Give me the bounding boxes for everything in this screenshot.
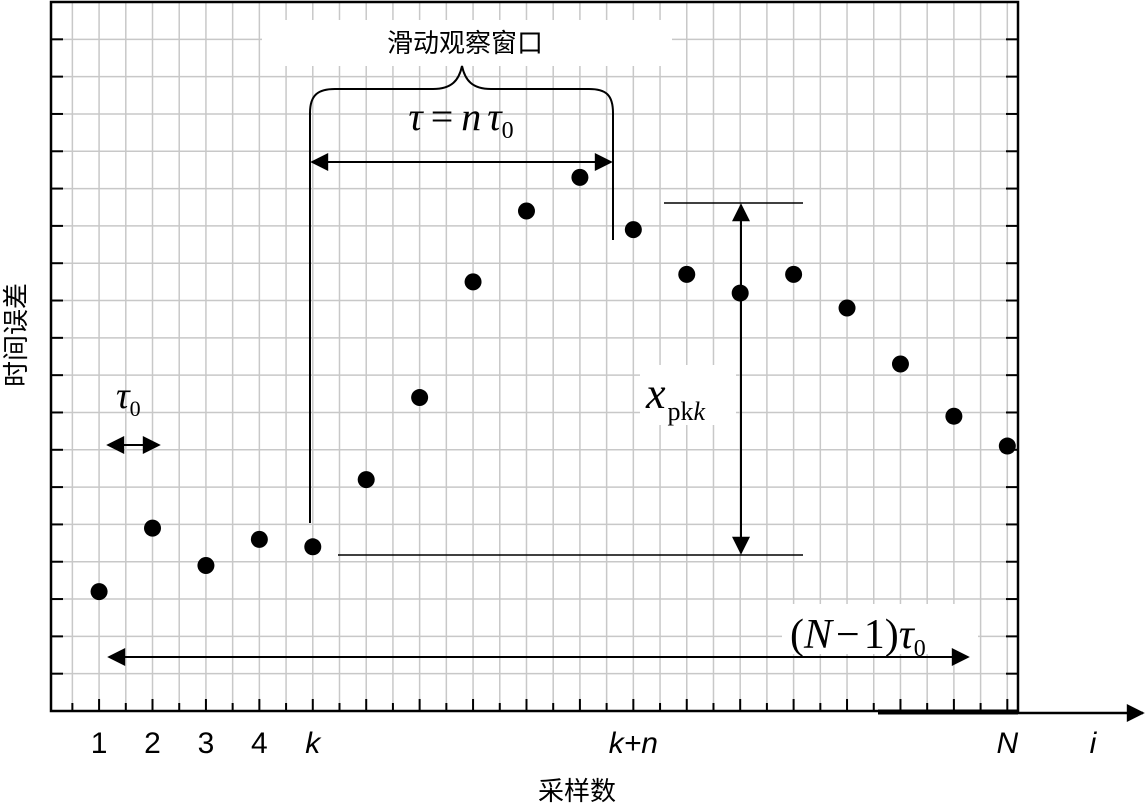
axis-ticks xyxy=(51,38,1018,711)
data-point xyxy=(411,389,429,407)
window-label-bg xyxy=(262,20,672,66)
window-brace xyxy=(309,65,614,114)
data-point xyxy=(144,519,162,537)
data-point xyxy=(838,299,856,317)
data-point xyxy=(891,355,909,373)
data-point xyxy=(678,265,696,283)
data-point xyxy=(571,168,589,186)
data-point xyxy=(624,221,642,239)
span-label: (N−1)τ0 xyxy=(790,612,926,662)
y-axis-label: 时间误差 xyxy=(2,283,32,387)
x-tick-label: k+n xyxy=(609,727,658,760)
data-point xyxy=(357,471,375,489)
data-point xyxy=(90,583,108,601)
x-tick-label: 1 xyxy=(91,727,108,760)
tau-equation: τ = n τ0 xyxy=(408,94,513,144)
data-point xyxy=(517,202,535,220)
data-point xyxy=(945,407,963,425)
data-point xyxy=(304,538,322,556)
data-point xyxy=(731,284,749,302)
xpk-label-bg xyxy=(640,365,736,425)
data-point xyxy=(785,265,803,283)
span-label-bg xyxy=(782,604,978,654)
xpk-label: xpkk xyxy=(645,369,706,426)
x-tick-labels: 1 2 3 4 k k+n N xyxy=(91,727,1019,760)
tau0-label: τ0 xyxy=(116,375,141,421)
x-tick-label: 2 xyxy=(144,727,161,760)
data-point xyxy=(197,556,215,574)
data-points xyxy=(90,168,1016,601)
x-axis-label: 采样数 xyxy=(538,777,616,806)
window-label: 滑动观察窗口 xyxy=(387,29,543,59)
plot-frame xyxy=(49,0,1020,713)
x-tick-label: N xyxy=(996,727,1018,760)
x-tick-label: 3 xyxy=(198,727,215,760)
x-tick-label: k xyxy=(305,727,322,760)
data-point xyxy=(998,437,1016,455)
x-axis-end-label: i xyxy=(1090,727,1098,760)
data-point xyxy=(250,530,268,548)
data-point xyxy=(464,273,482,291)
x-tick-label: 4 xyxy=(251,727,268,760)
